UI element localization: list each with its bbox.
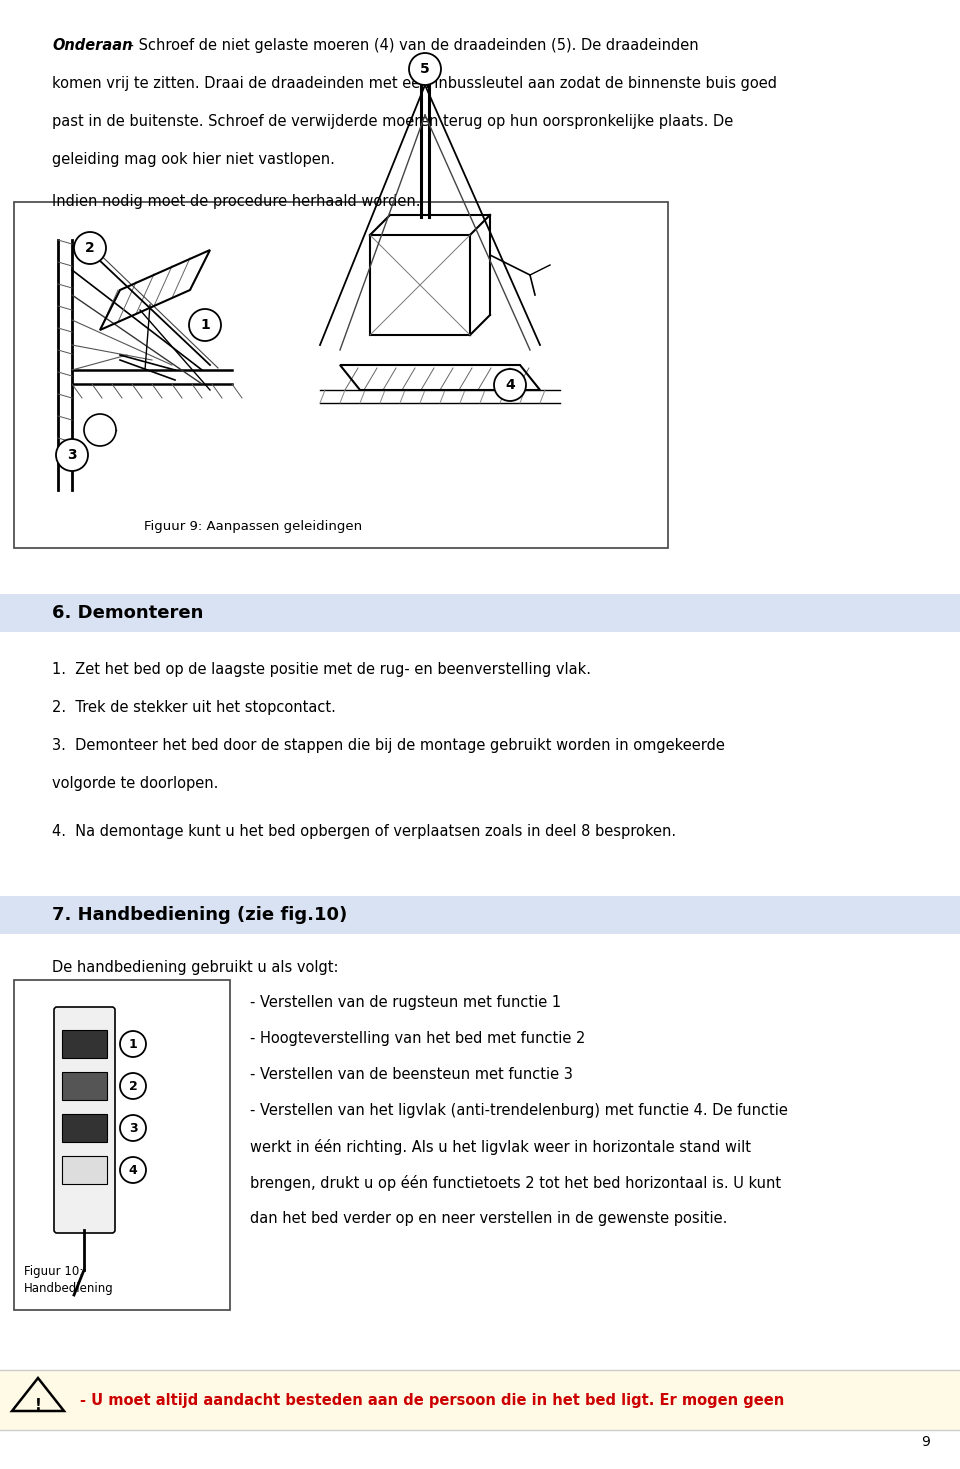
Bar <box>14 203 668 548</box>
Bar <box>14 980 230 1310</box>
Bar <box>0 896 960 934</box>
Text: - Verstellen van het ligvlak (anti-trendelenburg) met functie 4. De functie: - Verstellen van het ligvlak (anti-trend… <box>250 1103 788 1118</box>
Text: 2: 2 <box>129 1080 137 1093</box>
Circle shape <box>56 439 88 472</box>
Text: Handbediening: Handbediening <box>24 1282 113 1296</box>
Bar <box>62 1072 107 1100</box>
Text: 2: 2 <box>85 241 95 256</box>
Text: geleiding mag ook hier niet vastlopen.: geleiding mag ook hier niet vastlopen. <box>52 151 335 167</box>
Text: !: ! <box>35 1398 41 1413</box>
Bar <box>0 1371 960 1429</box>
Text: komen vrij te zitten. Draai de draadeinden met een inbussleutel aan zodat de bin: komen vrij te zitten. Draai de draadeind… <box>52 76 777 91</box>
Text: dan het bed verder op en neer verstellen in de gewenste positie.: dan het bed verder op en neer verstellen… <box>250 1210 728 1227</box>
Text: Onderaan: Onderaan <box>52 38 132 53</box>
FancyBboxPatch shape <box>54 1008 115 1232</box>
Text: volgorde te doorlopen.: volgorde te doorlopen. <box>52 776 218 790</box>
Text: 1.  Zet het bed op de laagste positie met de rug- en beenverstelling vlak.: 1. Zet het bed op de laagste positie met… <box>52 663 591 677</box>
Text: 5: 5 <box>420 62 430 76</box>
Text: 9: 9 <box>922 1435 930 1448</box>
Text: Indien nodig moet de procedure herhaald worden.: Indien nodig moet de procedure herhaald … <box>52 194 420 209</box>
Text: 3.  Demonteer het bed door de stappen die bij de montage gebruikt worden in omge: 3. Demonteer het bed door de stappen die… <box>52 737 725 754</box>
Circle shape <box>120 1158 146 1183</box>
Text: 1: 1 <box>200 317 210 332</box>
Text: De handbediening gebruikt u als volgt:: De handbediening gebruikt u als volgt: <box>52 961 339 975</box>
Text: Figuur 9: Aanpassen geleidingen: Figuur 9: Aanpassen geleidingen <box>144 520 362 533</box>
Text: - Verstellen van de beensteun met functie 3: - Verstellen van de beensteun met functi… <box>250 1066 573 1083</box>
Text: 6. Demonteren: 6. Demonteren <box>52 604 204 621</box>
Circle shape <box>494 369 526 401</box>
Circle shape <box>409 53 441 85</box>
Text: 7. Handbediening (zie fig.10): 7. Handbediening (zie fig.10) <box>52 906 348 924</box>
Text: brengen, drukt u op één functietoets 2 tot het bed horizontaal is. U kunt: brengen, drukt u op één functietoets 2 t… <box>250 1175 781 1191</box>
Text: 4: 4 <box>505 378 515 392</box>
Bar <box>0 593 960 632</box>
Text: 4.  Na demontage kunt u het bed opbergen of verplaatsen zoals in deel 8 besproke: 4. Na demontage kunt u het bed opbergen … <box>52 824 676 839</box>
Text: 3: 3 <box>129 1121 137 1134</box>
Bar <box>62 1114 107 1141</box>
Text: Figuur 10:: Figuur 10: <box>24 1265 84 1278</box>
Circle shape <box>120 1072 146 1099</box>
Bar <box>62 1156 107 1184</box>
Circle shape <box>84 414 116 447</box>
Text: werkt in één richting. Als u het ligvlak weer in horizontale stand wilt: werkt in één richting. Als u het ligvlak… <box>250 1138 751 1155</box>
Text: past in de buitenste. Schroef de verwijderde moeren terug op hun oorspronkelijke: past in de buitenste. Schroef de verwijd… <box>52 115 733 129</box>
Bar <box>62 1030 107 1058</box>
Text: 4: 4 <box>129 1163 137 1177</box>
Circle shape <box>74 232 106 264</box>
Text: - Verstellen van de rugsteun met functie 1: - Verstellen van de rugsteun met functie… <box>250 995 562 1011</box>
Circle shape <box>120 1115 146 1141</box>
Text: - Hoogteverstelling van het bed met functie 2: - Hoogteverstelling van het bed met func… <box>250 1031 586 1046</box>
Text: 1: 1 <box>129 1037 137 1050</box>
Text: - U moet altijd aandacht besteden aan de persoon die in het bed ligt. Er mogen g: - U moet altijd aandacht besteden aan de… <box>80 1393 784 1407</box>
Text: 3: 3 <box>67 448 77 461</box>
Circle shape <box>189 308 221 341</box>
Text: - Schroef de niet gelaste moeren (4) van de draadeinden (5). De draadeinden: - Schroef de niet gelaste moeren (4) van… <box>124 38 699 53</box>
Text: 2.  Trek de stekker uit het stopcontact.: 2. Trek de stekker uit het stopcontact. <box>52 701 336 715</box>
Circle shape <box>120 1031 146 1058</box>
